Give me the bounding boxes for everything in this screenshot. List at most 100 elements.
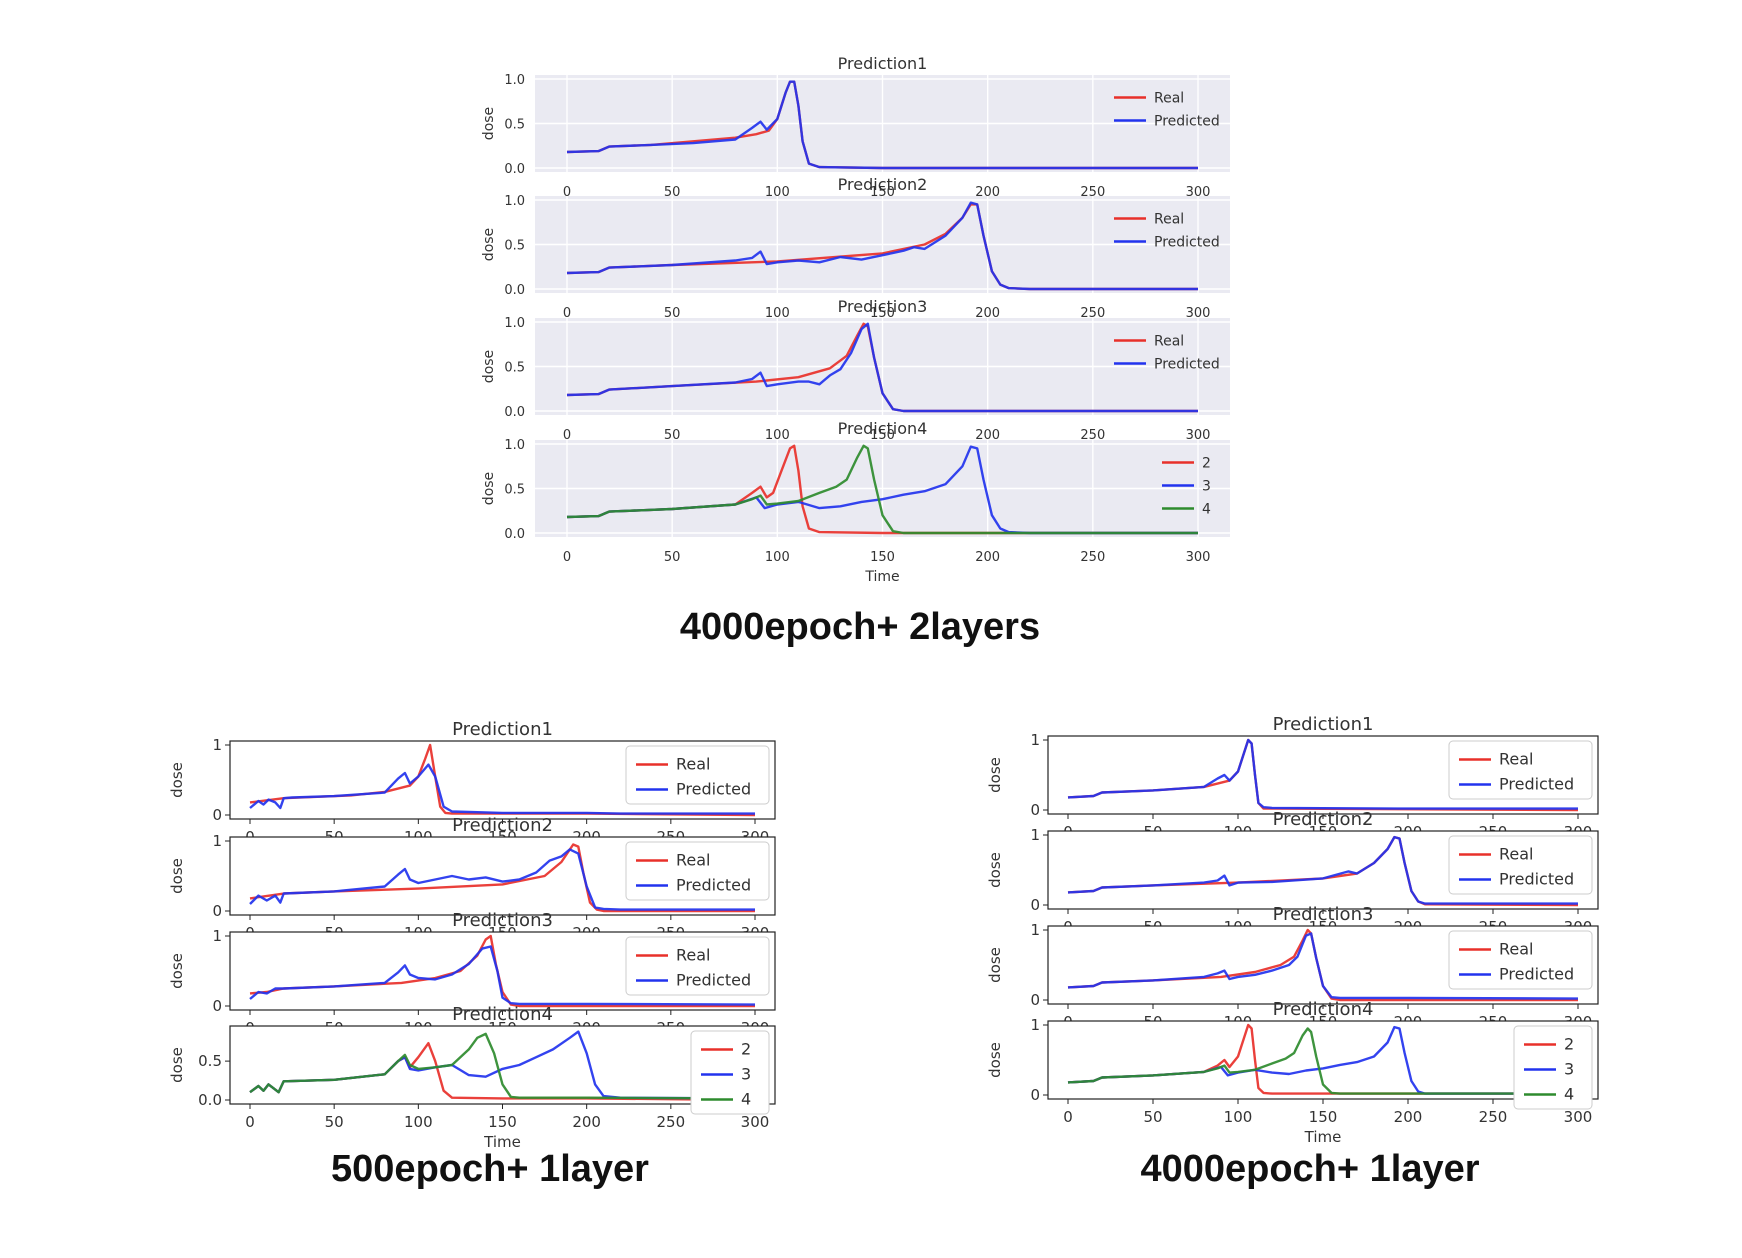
series-line-4: [1067, 1027, 1578, 1095]
x-tick-label: 300: [741, 1113, 770, 1131]
legend-box: [690, 1030, 770, 1115]
chart-title: Prediction4: [838, 419, 928, 438]
x-tick-label: 200: [572, 1113, 601, 1131]
legend-label: 2: [1564, 1035, 1574, 1054]
x-tick-label: 0: [1063, 1108, 1073, 1126]
y-tick-label: 0.0: [504, 527, 525, 542]
chart-3: 0.0 0.5 1.0 0 50 100 150 200 250 300 dose Predictio…: [481, 297, 1230, 443]
y-tick-label: 0: [1030, 1086, 1040, 1104]
legend-label: Predicted: [676, 971, 751, 990]
legend-label: Predicted: [1499, 965, 1574, 984]
y-tick-label: 0.5: [504, 361, 525, 376]
series-line-predicted: [566, 80, 1198, 170]
chart-title: Prediction1: [452, 719, 553, 740]
y-tick-label: 1.0: [504, 73, 525, 88]
plot-frame: [229, 1025, 776, 1105]
legend-label: 2: [1202, 456, 1211, 472]
x-tick-label: 200: [975, 428, 1000, 443]
x-tick-label: 250: [1479, 1108, 1508, 1126]
legend-label: Predicted: [1154, 357, 1220, 373]
legend-label: Predicted: [1499, 870, 1574, 889]
legend-label: Predicted: [1499, 775, 1574, 794]
y-tick-label: 1: [1030, 1016, 1040, 1034]
legend-label: 4: [741, 1090, 751, 1109]
y-axis-label: dose: [481, 350, 497, 383]
x-tick-label: 200: [975, 306, 1000, 321]
y-axis-label: dose: [168, 953, 186, 989]
chart-title: Prediction3: [838, 297, 928, 316]
x-axis-label: Time: [1304, 1128, 1342, 1146]
x-tick-label: 50: [664, 306, 681, 321]
chart-title: Prediction3: [452, 910, 553, 931]
legend-label: Real: [676, 755, 711, 774]
chart-7: 01050100150200250300dosePrediction3RealP…: [168, 910, 776, 1037]
x-tick-label: 50: [664, 550, 681, 565]
series-line-predicted: [249, 945, 756, 1006]
chart-12: 0 1 0 50 100 150 200 250 300 dose Time Prediction4 2…: [986, 999, 1599, 1146]
series-line-4: [566, 444, 1198, 535]
series-line-predicted: [1067, 932, 1579, 1000]
series-line-predicted: [566, 201, 1198, 291]
y-tick-label: 0.5: [504, 483, 525, 498]
legend-label: 3: [741, 1065, 751, 1084]
x-tick-label: 250: [1080, 306, 1105, 321]
chart-8: 0.0 0.5 0 50 100 150 200 250 300 dose Time Predicti…: [168, 1004, 776, 1151]
y-tick-label: 0: [212, 997, 222, 1015]
y-tick-label: 1: [212, 832, 222, 850]
y-tick-label: 0: [1030, 896, 1040, 914]
legend-label: Predicted: [1154, 114, 1220, 130]
legend-label: 4: [1564, 1085, 1574, 1104]
x-tick-label: 300: [1186, 306, 1211, 321]
series-line-predicted: [249, 763, 755, 815]
x-tick-label: 0: [563, 306, 571, 321]
x-axis-label: Time: [483, 1133, 521, 1151]
x-tick-label: 200: [1394, 1108, 1423, 1126]
series-line-predicted: [1067, 738, 1578, 810]
chart-4: 0.00.51.00 50 100 150 200 250 300doseTimePredi…: [481, 419, 1230, 585]
x-tick-label: 200: [975, 550, 1000, 565]
y-axis-label: dose: [168, 1047, 186, 1083]
y-axis-label: dose: [481, 228, 497, 261]
legend-label: Predicted: [676, 876, 751, 895]
series-line-4: [249, 1032, 756, 1100]
y-axis-label: dose: [986, 757, 1004, 793]
x-axis-label: Time: [864, 569, 899, 585]
x-tick-label: 100: [765, 428, 790, 443]
x-tick-label: 100: [1224, 1108, 1253, 1126]
x-tick-label: 300: [1186, 550, 1211, 565]
legend-label: Real: [1499, 845, 1534, 864]
legend-label: 4: [1202, 502, 1211, 518]
chart-title: Prediction2: [838, 175, 928, 194]
legend-box: [1513, 1025, 1593, 1110]
chart-title: Prediction2: [452, 815, 553, 836]
x-tick-label: 150: [870, 306, 895, 321]
legend-label: Predicted: [676, 780, 751, 799]
caption-4000epoch-1layer: 4000epoch+ 1layer: [1140, 1148, 1480, 1190]
chart-title: Prediction4: [452, 1004, 553, 1025]
chart-title: Prediction1: [1273, 714, 1374, 735]
x-tick-label: 100: [404, 1113, 433, 1131]
y-tick-label: 1: [1030, 731, 1040, 749]
legend-label: Real: [676, 946, 711, 965]
x-tick-label: 100: [765, 550, 790, 565]
x-tick-label: 50: [1143, 1108, 1162, 1126]
y-tick-label: 1: [212, 736, 222, 754]
x-tick-label: 150: [1309, 1108, 1338, 1126]
x-tick-label: 50: [325, 1113, 344, 1131]
y-tick-label: 0.0: [504, 283, 525, 298]
chart-title: Prediction1: [838, 54, 928, 73]
legend-label: Real: [1154, 212, 1184, 228]
chart-11: 01050100150200250300dosePrediction3RealP…: [986, 904, 1599, 1031]
y-axis-label: dose: [168, 858, 186, 894]
y-tick-label: 0.5: [198, 1052, 222, 1070]
legend-label: Real: [676, 851, 711, 870]
x-tick-label: 250: [657, 1113, 686, 1131]
y-axis-label: dose: [168, 762, 186, 798]
legend-label: Real: [1154, 334, 1184, 350]
series-line-predicted: [1067, 835, 1578, 905]
y-axis-label: dose: [986, 852, 1004, 888]
y-tick-label: 0.5: [504, 239, 525, 254]
y-tick-label: 0.5: [504, 118, 525, 133]
y-tick-label: 0: [1030, 991, 1040, 1009]
y-axis-label: dose: [986, 947, 1004, 983]
